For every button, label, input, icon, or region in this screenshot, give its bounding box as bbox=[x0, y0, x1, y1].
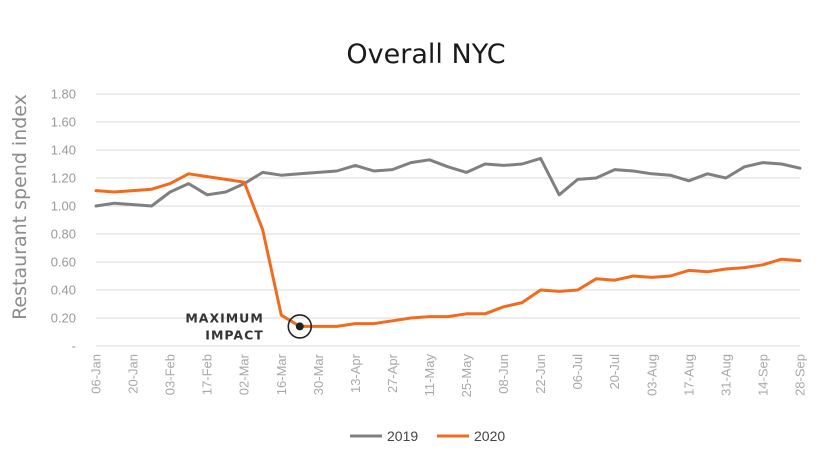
y-tick-label: 1.60 bbox=[51, 115, 76, 130]
x-tick-label: 30-Mar bbox=[311, 353, 326, 395]
y-tick-label: 1.00 bbox=[51, 199, 76, 214]
y-tick-label: 0.80 bbox=[51, 227, 76, 242]
legend: 2019 2020 bbox=[350, 428, 505, 444]
y-axis-label: Restaurant spend index bbox=[9, 94, 31, 320]
x-tick-label: 22-Jun bbox=[533, 354, 548, 394]
x-tick-label: 20-Jul bbox=[607, 354, 622, 390]
y-tick-label: - bbox=[72, 339, 76, 354]
x-tick-label: 03-Aug bbox=[644, 354, 659, 396]
y-tick-label: 1.20 bbox=[51, 171, 76, 186]
gridlines bbox=[96, 93, 800, 347]
x-tick-label: 17-Feb bbox=[200, 354, 215, 395]
y-tick-label: 0.40 bbox=[51, 283, 76, 298]
x-tick-label: 08-Jun bbox=[496, 354, 511, 394]
series-lines bbox=[94, 156, 802, 328]
chart-title: Overall NYC bbox=[346, 39, 505, 70]
x-tick-label: 31-Aug bbox=[718, 354, 733, 396]
x-tick-label: 16-Mar bbox=[274, 353, 289, 395]
legend-label-2020: 2020 bbox=[474, 428, 505, 444]
series-line-2020 bbox=[94, 172, 802, 328]
x-tick-label: 14-Sep bbox=[755, 354, 770, 396]
y-tick-label: 0.20 bbox=[51, 311, 76, 326]
x-tick-labels: 06-Jan 20-Jan 03-Feb 17-Feb 02-Mar 16-Mar 30-M… bbox=[89, 353, 808, 397]
x-tick-label: 02-Mar bbox=[237, 353, 252, 395]
y-tick-label: 1.80 bbox=[51, 87, 76, 102]
y-tick-label: 0.60 bbox=[51, 255, 76, 270]
x-tick-label: 27-Apr bbox=[385, 353, 400, 393]
x-tick-label: 13-Apr bbox=[348, 353, 363, 393]
annotation-dot bbox=[295, 322, 304, 331]
x-tick-label: 20-Jan bbox=[126, 354, 141, 394]
y-tick-labels: - 0.20 0.40 0.60 0.80 1.00 1.20 1.40 1.60 1.80 bbox=[51, 87, 76, 354]
x-tick-label: 17-Aug bbox=[681, 354, 696, 396]
series-line-2019 bbox=[94, 156, 802, 208]
x-tick-label: 11-May bbox=[422, 354, 437, 397]
annotation-text: IMPACT bbox=[205, 327, 263, 342]
legend-label-2019: 2019 bbox=[387, 428, 418, 444]
annotations: MAXIMUM IMPACT bbox=[185, 310, 313, 342]
x-tick-label: 03-Feb bbox=[163, 354, 178, 395]
x-tick-label: 06-Jan bbox=[89, 354, 104, 394]
annotation-ring bbox=[287, 314, 313, 339]
x-tick-label: 06-Jul bbox=[570, 354, 585, 390]
annotation-text: MAXIMUM bbox=[185, 310, 263, 325]
x-tick-label: 28-Sep bbox=[793, 354, 808, 396]
y-tick-label: 1.40 bbox=[51, 143, 76, 158]
x-tick-label: 25-May bbox=[459, 354, 474, 398]
